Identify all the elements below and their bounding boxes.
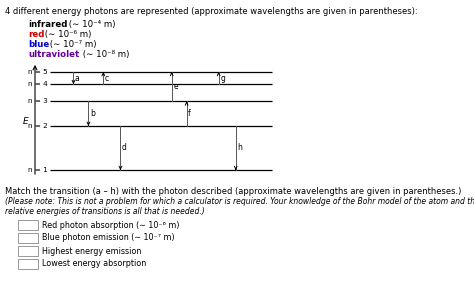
- Text: n = 2: n = 2: [28, 123, 48, 129]
- Text: b: b: [90, 109, 95, 118]
- Text: Red photon absorption (∼ 10⁻⁶ m): Red photon absorption (∼ 10⁻⁶ m): [42, 221, 180, 230]
- Text: n = 1: n = 1: [28, 167, 48, 173]
- Bar: [18, 259, 38, 269]
- Text: Highest energy emission: Highest energy emission: [42, 247, 141, 255]
- Bar: [18, 246, 38, 256]
- Text: h: h: [237, 143, 242, 153]
- Text: blue: blue: [28, 40, 49, 49]
- Text: c: c: [105, 73, 109, 83]
- Text: (∼ 10⁻⁸ m): (∼ 10⁻⁸ m): [80, 50, 129, 59]
- Text: g: g: [220, 73, 225, 83]
- Text: n = 4: n = 4: [28, 81, 48, 87]
- Text: infrared: infrared: [28, 20, 67, 29]
- Text: red: red: [28, 30, 45, 39]
- Text: f: f: [188, 109, 191, 118]
- Text: e: e: [173, 82, 178, 91]
- Text: n = 5: n = 5: [28, 69, 48, 75]
- Text: (∼ 10⁻⁴ m): (∼ 10⁻⁴ m): [66, 20, 116, 29]
- Text: d: d: [122, 143, 127, 153]
- Text: (∼ 10⁻⁶ m): (∼ 10⁻⁶ m): [42, 30, 91, 39]
- Text: Lowest energy absorption: Lowest energy absorption: [42, 259, 146, 268]
- Text: (Please note: This is not a problem for which a calculator is required. Your kno: (Please note: This is not a problem for …: [5, 197, 474, 216]
- Text: (∼ 10⁻⁷ m): (∼ 10⁻⁷ m): [47, 40, 97, 49]
- Text: a: a: [75, 73, 80, 83]
- Text: 4 different energy photons are represented (approximate wavelengths are given in: 4 different energy photons are represent…: [5, 7, 418, 16]
- Text: ultraviolet: ultraviolet: [28, 50, 79, 59]
- Text: E: E: [23, 117, 29, 126]
- Text: Match the transition (a – h) with the photon described (approximate wavelengths : Match the transition (a – h) with the ph…: [5, 187, 461, 196]
- Text: Blue photon emission (∼ 10⁻⁷ m): Blue photon emission (∼ 10⁻⁷ m): [42, 234, 174, 242]
- Bar: [18, 220, 38, 230]
- Bar: [18, 233, 38, 243]
- Text: n = 3: n = 3: [28, 98, 48, 104]
